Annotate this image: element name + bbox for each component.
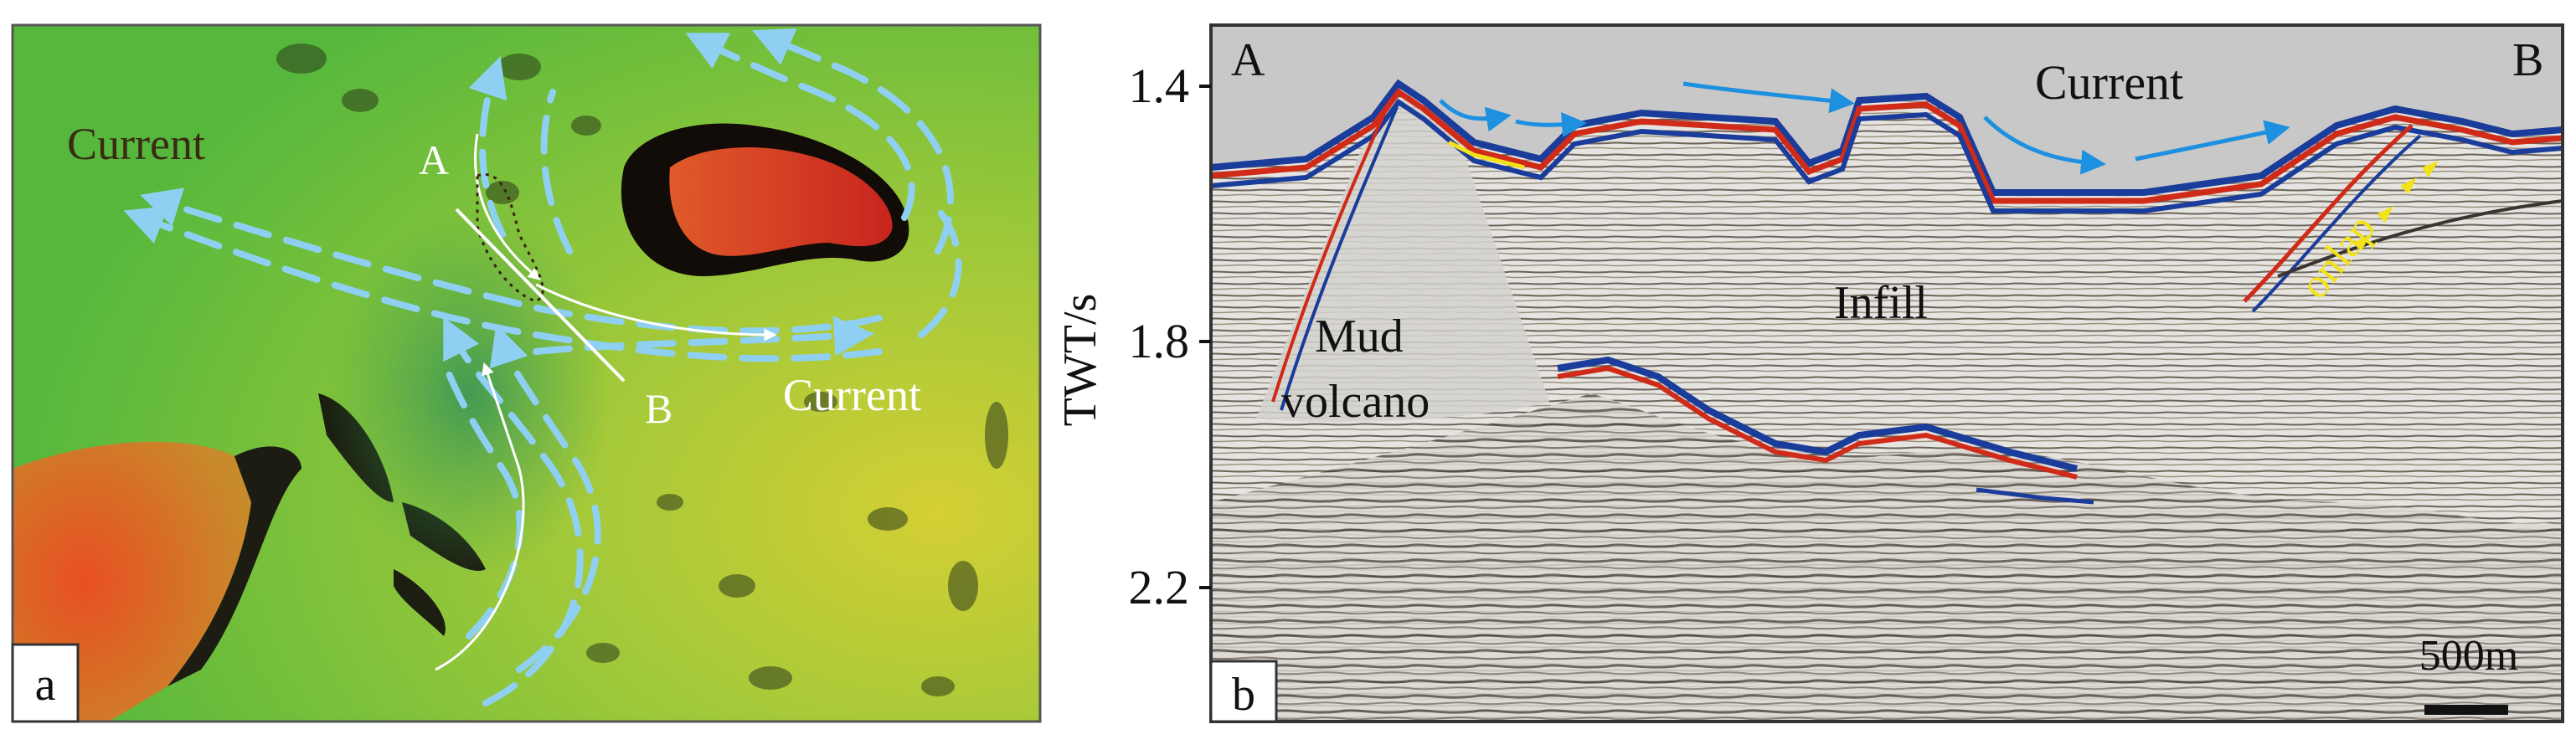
seafloor-red [1211, 88, 2563, 204]
current-flow-arrows [1439, 81, 2290, 175]
label-volcano: volcano [1281, 376, 1430, 428]
label-point-a: A [419, 136, 449, 183]
panel-b-frame [1209, 23, 2564, 723]
scale-label: 500m [2419, 632, 2518, 680]
endpoint-b: B [2512, 34, 2543, 86]
label-current-left: Current [67, 119, 205, 169]
infill-base-red [1557, 365, 2078, 480]
deep-zone [1211, 393, 2563, 722]
map-texture [276, 44, 1008, 696]
yellow-highlight [1447, 140, 1525, 170]
panel-a-label: a [35, 659, 56, 711]
panel-a-frame [11, 23, 1042, 723]
label-point-b: B [645, 385, 672, 432]
onlap-reflector-blue [2251, 134, 2422, 313]
y-axis-label: TWT/s [1054, 294, 1106, 427]
tick-2-2: 2.2 [1129, 560, 1190, 614]
onlap-reflector [2243, 124, 2414, 303]
tick-1-4: 1.4 [1129, 59, 1190, 113]
label-current: Current [2035, 55, 2183, 110]
panel-b-label-box [1209, 660, 1278, 723]
dotted-outline [476, 172, 544, 303]
section-line-ab [455, 208, 626, 383]
label-mud: Mud [1315, 311, 1404, 362]
panel-a-map [13, 25, 1040, 722]
label-infill: Infill [1834, 277, 1928, 329]
label-current-right: Current [783, 370, 921, 420]
mud-volcano-body [1256, 92, 1549, 422]
endpoint-a: A [1231, 34, 1265, 86]
infill-base-blue [1557, 356, 2078, 472]
scarp-3 [394, 569, 446, 636]
onlap-markers [2353, 161, 2439, 251]
tick-1-8: 1.8 [1129, 314, 1190, 368]
red-mound [669, 147, 893, 256]
deep-blue-reflector [1976, 487, 2094, 505]
onlap-reflector-2 [2277, 199, 2563, 278]
panel-a-label-box [11, 643, 80, 723]
y-axis-ticks [1199, 85, 1211, 589]
panel-b-seismic [1211, 25, 2563, 722]
panel-b-label: b [1232, 669, 1255, 721]
scale-bar [2424, 705, 2508, 715]
flank-left-blue [1280, 106, 1399, 411]
flow-lines [435, 133, 777, 671]
plateau-shadow [167, 446, 301, 686]
seafloor-blue-lower [1211, 98, 2563, 213]
flank-left [1271, 100, 1392, 403]
